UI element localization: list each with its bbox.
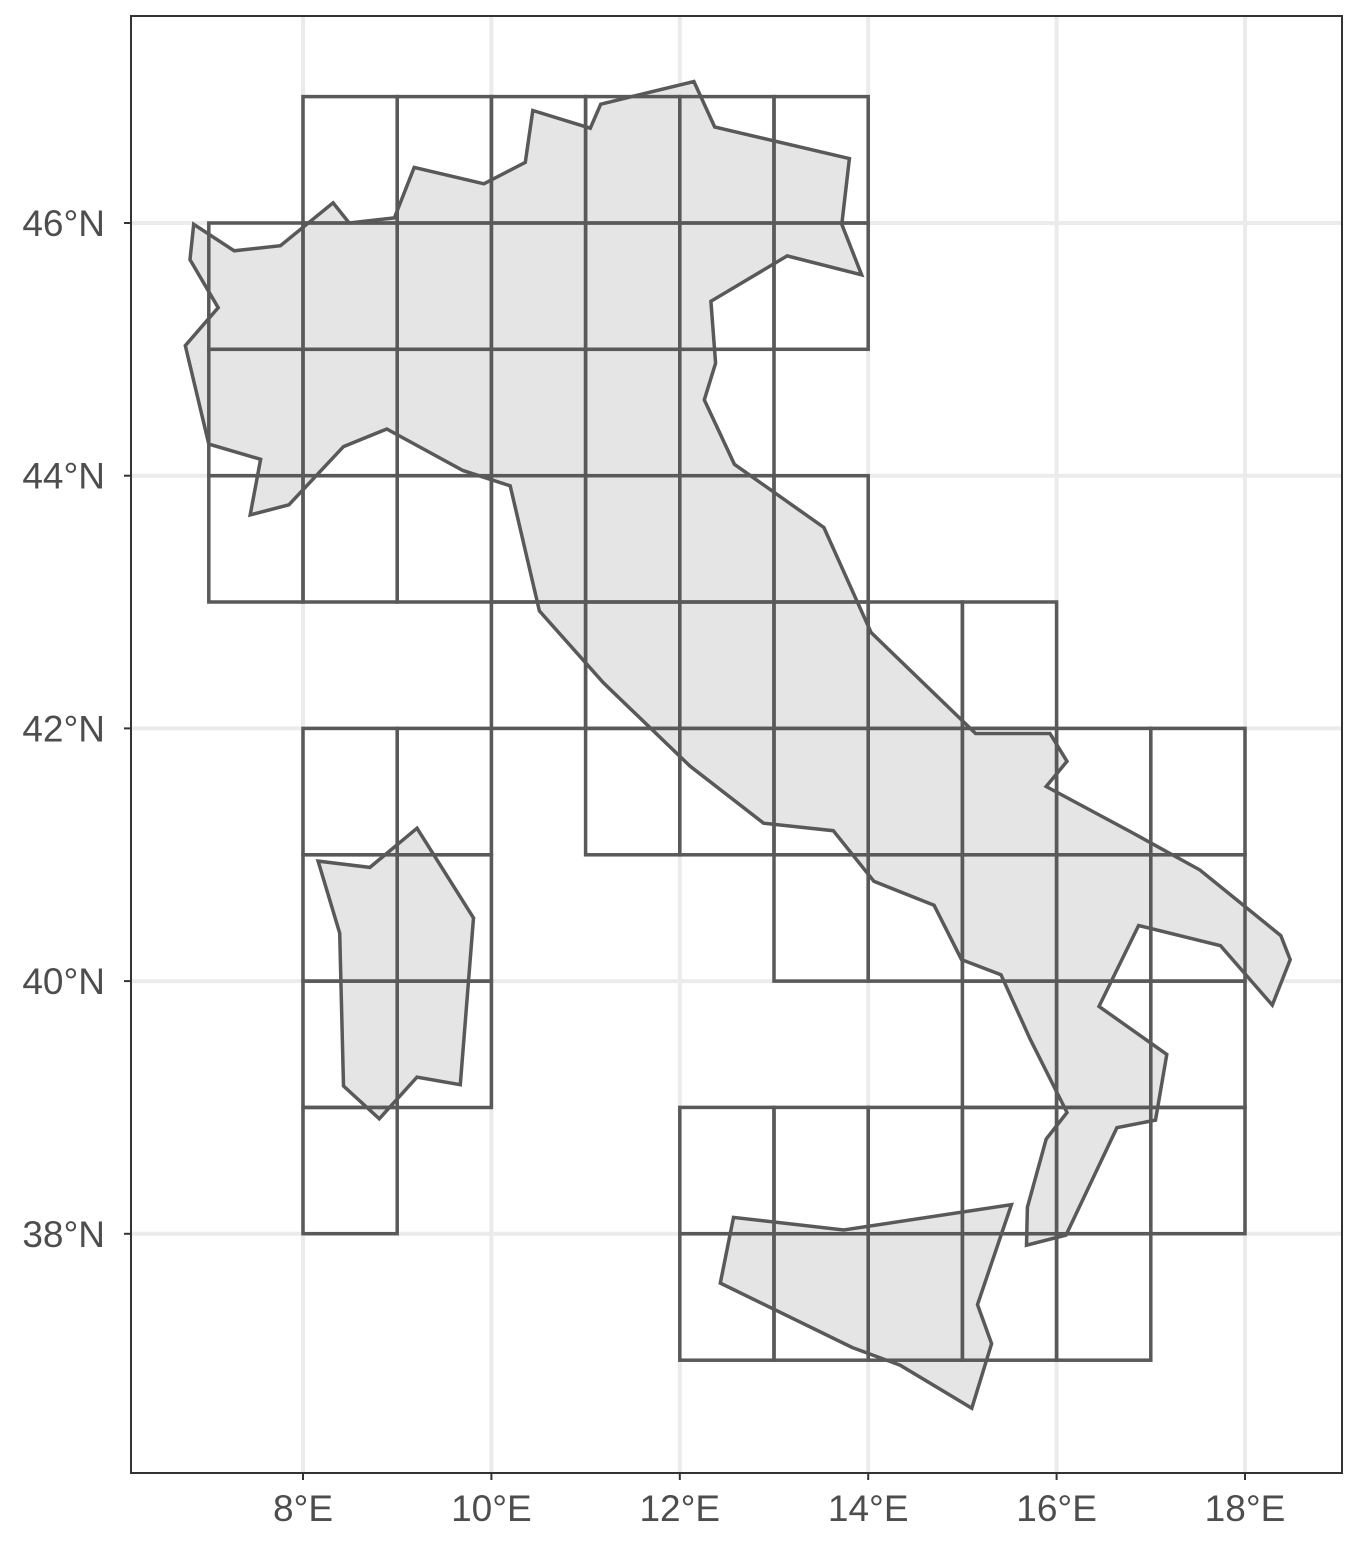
x-tick-label: 14°E [828,1488,909,1529]
grid-cell-13e-45n [772,221,870,352]
y-tick-label: 46°N [22,203,105,244]
x-tick-label: 16°E [1016,1488,1097,1529]
y-tick-label: 38°N [22,1214,105,1255]
y-tick-label: 40°N [22,961,105,1002]
grid-cell-9e-39n [395,979,494,1110]
x-tick-label: 8°E [273,1488,333,1529]
y-axis: 38°N 40°N 42°N 44°N 46°N [22,203,131,1255]
grid-cell-8e-38n [301,1105,399,1236]
land-sicily [718,1202,1014,1411]
grid-cells [207,94,1247,1362]
x-tick-label: 18°E [1205,1488,1286,1529]
land-mainland [183,79,1293,1248]
grid-cell-17e-38n [1149,1105,1247,1236]
y-tick-label: 42°N [22,708,105,749]
grid-cell-16e-37n [1054,1232,1153,1362]
x-tick-label: 10°E [451,1488,532,1529]
panel-border [130,15,1343,1474]
x-axis: 8°E 10°E 12°E 14°E 16°E 18°E [273,1473,1285,1529]
y-tick-label: 44°N [22,456,105,497]
x-tick-label: 12°E [639,1488,720,1529]
